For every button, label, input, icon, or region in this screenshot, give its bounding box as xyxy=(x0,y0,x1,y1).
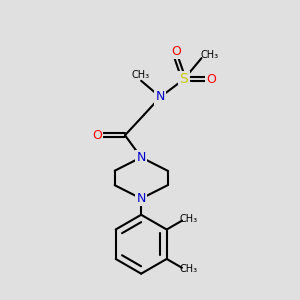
Text: N: N xyxy=(136,151,146,164)
Text: O: O xyxy=(92,129,102,142)
Text: CH₃: CH₃ xyxy=(200,50,218,60)
Text: CH₃: CH₃ xyxy=(131,70,149,80)
Text: S: S xyxy=(179,72,188,86)
Text: N: N xyxy=(156,91,165,103)
Text: CH₃: CH₃ xyxy=(179,214,197,224)
Text: N: N xyxy=(136,192,146,205)
Text: O: O xyxy=(171,45,181,58)
Text: O: O xyxy=(207,73,217,86)
Text: CH₃: CH₃ xyxy=(179,264,197,274)
